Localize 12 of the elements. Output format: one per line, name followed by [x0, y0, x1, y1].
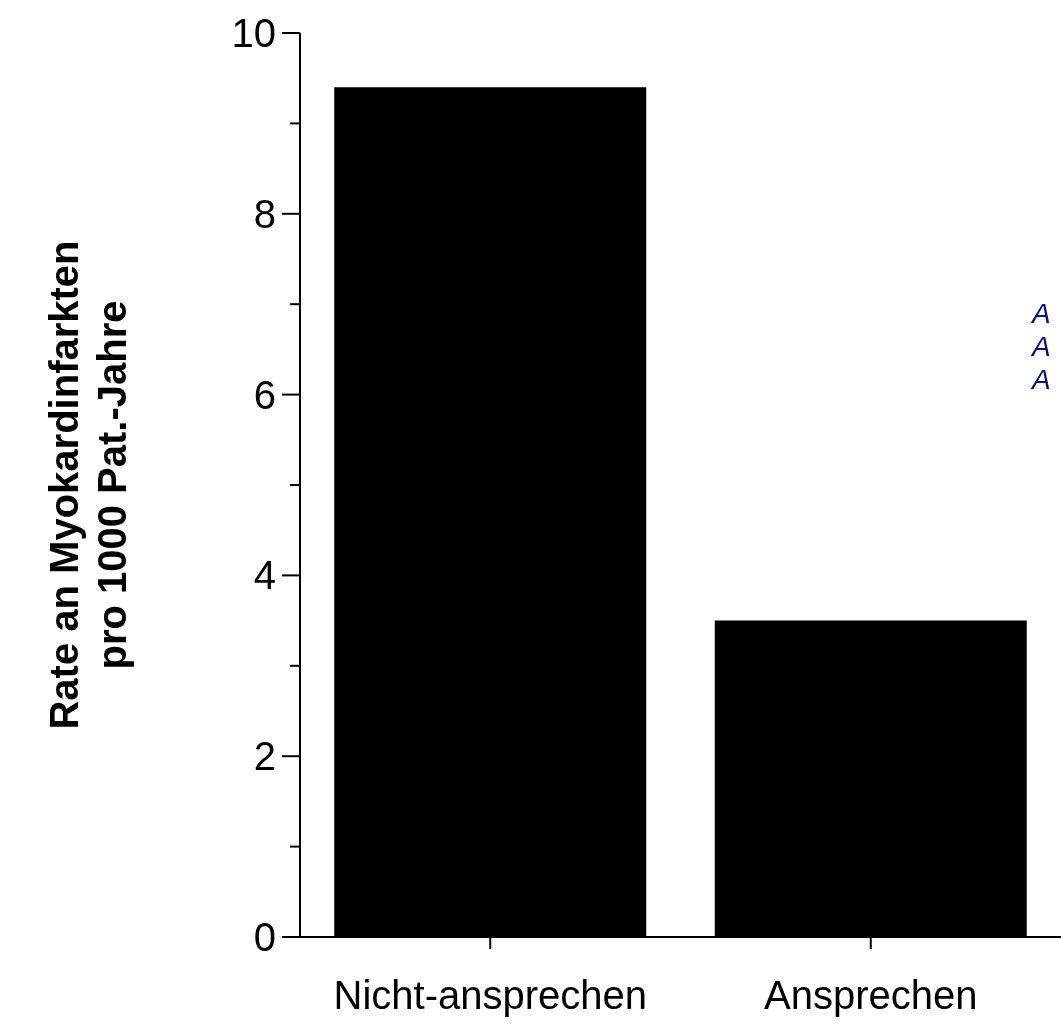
annotation: A — [1032, 298, 1051, 330]
y-tick-label: 10 — [231, 11, 276, 55]
y-axis-title: Rate an Myokardinfarkten pro 1000 Pat.-Jahre — [42, 240, 134, 730]
x-tick-label: Ansprechen — [764, 973, 978, 1018]
y-tick-label: 4 — [253, 553, 276, 598]
annotation: A — [1032, 364, 1051, 396]
y-tick-label: 2 — [253, 734, 276, 779]
y-tick-label: 6 — [253, 372, 276, 417]
y-tick-label: 0 — [253, 915, 276, 959]
x-tick-label: Nicht-ansprechen — [333, 973, 647, 1018]
annotation: A — [1032, 331, 1051, 363]
y-tick-label: 8 — [253, 191, 276, 236]
